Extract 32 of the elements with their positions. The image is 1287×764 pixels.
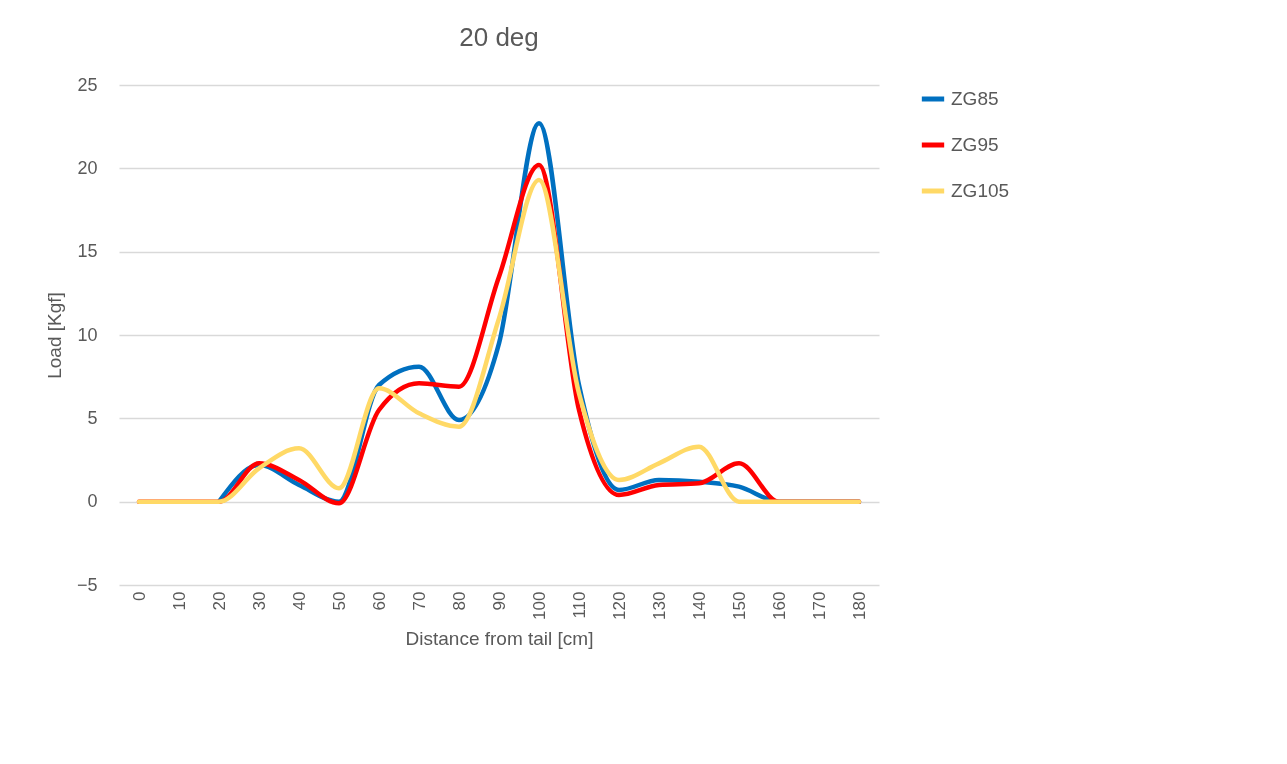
y-tick-label: 5 [87,407,98,428]
x-tick-label: 160 [769,591,789,620]
x-tick-label: 50 [329,591,349,611]
x-tick-label: 0 [129,591,149,601]
x-tick-label: 60 [369,591,389,611]
legend-label: ZG95 [951,134,999,155]
y-tick-label: 25 [77,74,98,95]
x-tick-label: 170 [809,591,829,620]
chart-title: 20 deg [459,22,539,52]
x-tick-label: 10 [169,591,189,611]
x-tick-label: 40 [289,591,309,611]
x-tick-label: 110 [569,591,589,619]
y-tick-label: 20 [77,157,98,178]
y-tick-label: 10 [77,324,98,345]
x-tick-label: 140 [689,591,709,620]
x-tick-label: 80 [449,591,469,611]
legend-label: ZG105 [951,180,1010,201]
x-axis-title: Distance from tail [cm] [405,627,594,649]
y-axis-title: Load [Kgf] [43,292,65,379]
y-tick-label: 15 [77,241,98,262]
x-tick-label: 20 [209,591,229,611]
y-tick-label: −5 [76,574,98,595]
y-tick-label: 0 [87,491,98,512]
x-tick-label: 100 [529,591,549,620]
x-tick-label: 130 [649,591,669,620]
x-tick-label: 150 [729,591,749,620]
x-tick-label: 30 [249,591,269,611]
x-tick-label: 90 [489,591,509,611]
x-tick-label: 180 [849,591,869,620]
legend-label: ZG85 [951,88,999,109]
x-tick-label: 70 [409,591,429,611]
x-tick-label: 120 [609,591,629,620]
